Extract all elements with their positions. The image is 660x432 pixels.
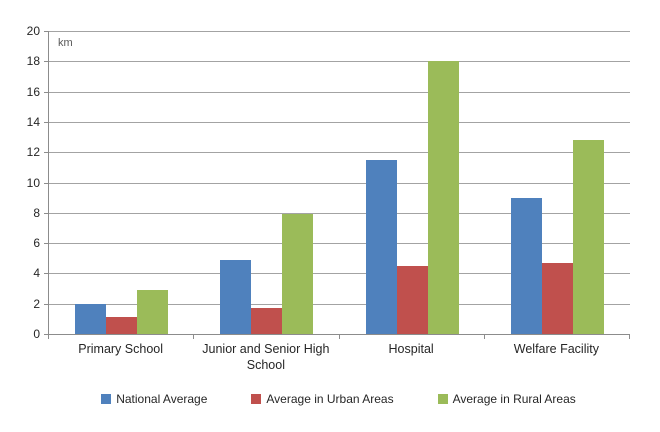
y-tick-mark xyxy=(44,31,49,32)
legend-swatch-average-in-rural-areas xyxy=(437,394,448,404)
x-axis-category-label: Welfare Facility xyxy=(513,342,599,356)
legend-swatch-average-in-urban-areas xyxy=(251,394,262,404)
x-axis-category-label: Hospital xyxy=(388,342,434,356)
bar-average-in-rural-areas-hospital xyxy=(427,61,459,334)
y-tick-label: 20 xyxy=(26,24,40,38)
y-tick-label: 0 xyxy=(33,327,40,341)
bar-average-in-rural-areas-junior-and-senior-high-school xyxy=(282,214,314,334)
legend-label: Average in Rural Areas xyxy=(452,392,576,406)
gridline xyxy=(49,31,630,32)
y-tick-mark xyxy=(44,243,49,245)
bar-group-hospital xyxy=(340,31,485,334)
y-tick-label: 6 xyxy=(33,236,40,251)
bar-average-in-urban-areas-primary-school xyxy=(106,317,138,334)
gridline xyxy=(49,303,630,305)
bar-national-average-junior-and-senior-high-school xyxy=(220,259,252,334)
gridline xyxy=(49,91,630,93)
gridline xyxy=(49,182,630,184)
y-tick-mark xyxy=(44,91,49,93)
x-tick-mark xyxy=(629,335,630,339)
y-tick-mark xyxy=(44,212,49,214)
y-tick-mark xyxy=(44,152,49,154)
y-tick-mark xyxy=(44,334,49,335)
x-tick-mark xyxy=(483,335,485,339)
y-axis-unit-label: km xyxy=(58,37,73,49)
gridline xyxy=(49,152,630,154)
gridline xyxy=(49,121,630,123)
gridline xyxy=(49,212,630,214)
gridline xyxy=(49,273,630,275)
bar-average-in-rural-areas-welfare-facility xyxy=(572,140,604,334)
y-tick-mark xyxy=(44,273,49,275)
plot-area xyxy=(44,31,630,339)
y-tick-label: 14 xyxy=(26,114,40,129)
bar-average-in-urban-areas-junior-and-senior-high-school xyxy=(251,308,283,334)
legend-item-average-in-rural-areas: Average in Rural Areas xyxy=(437,392,576,406)
x-axis-category-label: Primary School xyxy=(78,342,163,356)
gridline xyxy=(49,243,630,245)
x-tick-mark xyxy=(48,335,49,339)
legend-label: Average in Urban Areas xyxy=(266,392,394,406)
bar-national-average-primary-school xyxy=(75,303,107,334)
y-tick-label: 8 xyxy=(33,205,40,220)
y-tick-mark xyxy=(44,182,49,184)
x-axis-category-label: Junior and Senior High School xyxy=(202,342,330,372)
bar-average-in-urban-areas-welfare-facility xyxy=(541,262,573,334)
bar-average-in-urban-areas-hospital xyxy=(396,265,428,334)
y-tick-label: 4 xyxy=(33,266,40,281)
x-tick-mark xyxy=(338,335,340,339)
legend-swatch-national-average xyxy=(101,394,112,404)
y-tick-label: 2 xyxy=(33,296,40,311)
legend-label: National Average xyxy=(116,392,208,406)
gridline xyxy=(49,61,630,63)
y-tick-label: 16 xyxy=(26,84,40,99)
bar-national-average-hospital xyxy=(365,159,397,334)
y-tick-mark xyxy=(44,61,49,63)
bar-group-primary-school xyxy=(49,31,194,334)
bar-group-junior-and-senior-high-school xyxy=(194,31,339,334)
x-tick-mark xyxy=(193,335,195,339)
legend-item-national-average: National Average xyxy=(101,392,207,406)
legend: National Average Average in Urban Areas Av… xyxy=(48,392,629,406)
y-tick-mark xyxy=(44,121,49,123)
bar-average-in-rural-areas-primary-school xyxy=(137,290,169,334)
y-tick-label: 10 xyxy=(26,175,40,190)
legend-item-average-in-urban-areas: Average in Urban Areas xyxy=(251,392,394,406)
y-tick-mark xyxy=(44,303,49,305)
bar-group-welfare-facility xyxy=(485,31,630,334)
bar-national-average-welfare-facility xyxy=(510,197,542,334)
y-tick-label: 18 xyxy=(26,54,40,69)
y-tick-label: 12 xyxy=(26,145,40,160)
